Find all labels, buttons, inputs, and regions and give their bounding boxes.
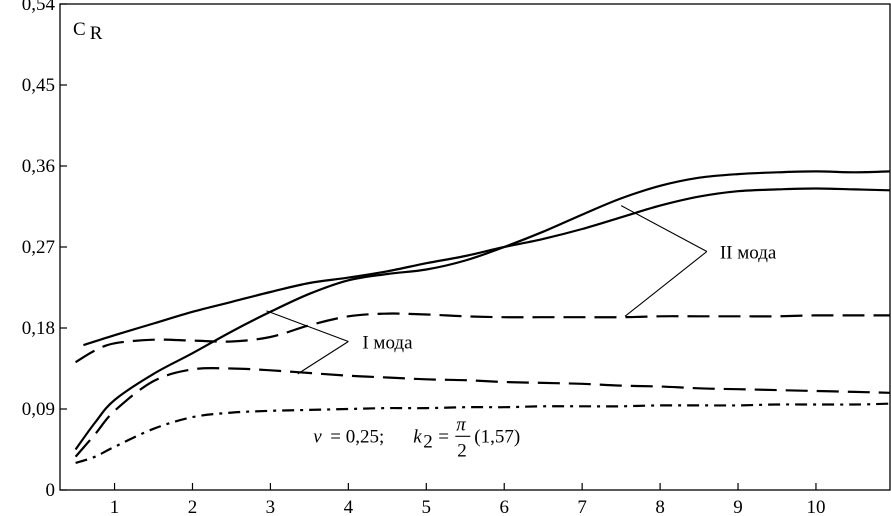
series-line-3-dashed [75, 312, 890, 364]
y-tick-label: 0,27 [22, 237, 55, 258]
series-line-1-solid [83, 187, 891, 347]
y-axis-label: C R [73, 19, 103, 44]
x-tick-label: 2 [188, 497, 198, 516]
series-line-2-solid [74, 170, 891, 451]
param-k-subscript: 2 [423, 431, 433, 452]
lbl-mode1-leader-1 [266, 310, 349, 343]
series-line-4-dashed [74, 367, 891, 458]
param-nu-value: = 0,25; [330, 426, 384, 447]
x-tick-label: 7 [577, 497, 587, 516]
y-tick-label: 0,09 [22, 399, 55, 420]
x-tick-label: 5 [422, 497, 432, 516]
x-tick-label: 1 [110, 497, 120, 516]
y-tick-label: 0,36 [22, 156, 55, 177]
param-denominator: 2 [457, 440, 467, 461]
chart-marks: 0 0,09 0,18 0,27 0,36 0,45 0,54 1 2 3 4 5 6 7 8 9 10 [22, 0, 891, 516]
param-value: (1,57) [474, 426, 520, 447]
lbl-mode2-leader-1 [620, 205, 708, 252]
x-tick-label: 10 [806, 497, 825, 516]
lbl-mode2-leader-2 [624, 251, 708, 317]
param-equals: = [438, 426, 449, 447]
x-tick-label: 3 [266, 497, 276, 516]
series-line-5-dashdot [75, 402, 891, 465]
y-tick-label: 0,54 [22, 0, 56, 15]
x-tick-label: 9 [733, 497, 743, 516]
x-tick-label: 6 [499, 497, 509, 516]
annotation-mode1: I мода [362, 333, 413, 354]
x-tick-label: 4 [344, 497, 354, 516]
y-tick-label: 0 [46, 480, 56, 501]
lbl-mode1-leader-2 [297, 341, 349, 375]
param-pi: π [456, 414, 466, 435]
y-tick-label: 0,18 [22, 318, 55, 339]
x-tick-label: 8 [655, 497, 665, 516]
y-axis-label-subscript: R [90, 23, 103, 44]
annotation-mode2: II мода [720, 243, 777, 264]
annotation-parameters: ν = 0,25; k 2 = π 2 (1,57) [313, 414, 520, 461]
y-tick-label: 0,45 [22, 75, 55, 96]
param-nu-symbol: ν [313, 426, 322, 447]
y-axis-label-main: C [73, 19, 86, 40]
param-k-symbol: k [413, 426, 422, 447]
